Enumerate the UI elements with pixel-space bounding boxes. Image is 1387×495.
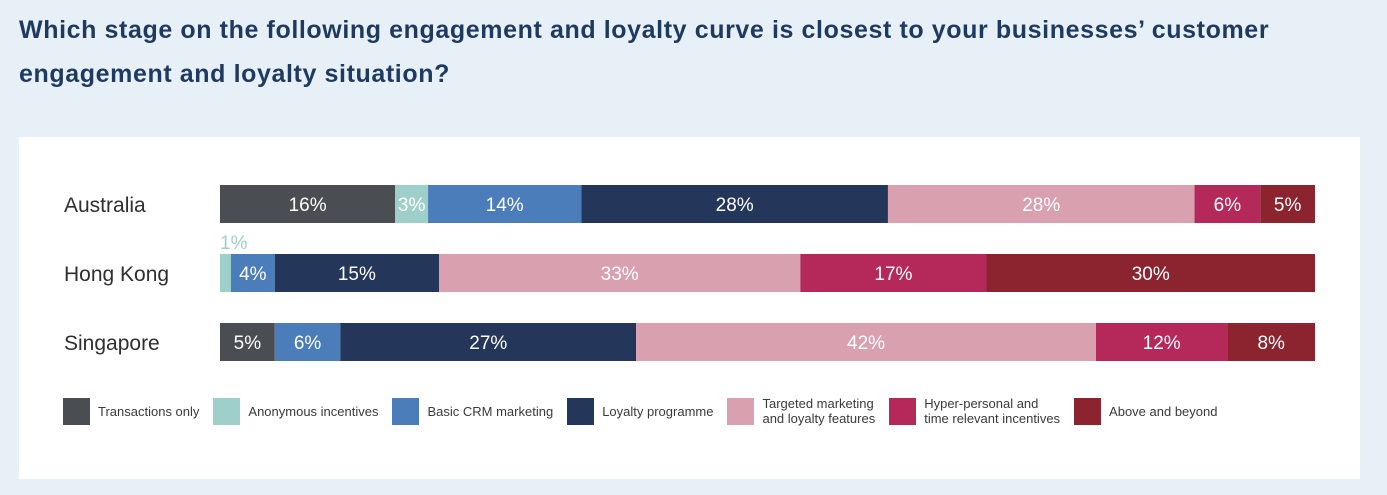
legend-label: Loyalty programme	[602, 403, 714, 419]
data-label: 6%	[294, 333, 322, 354]
bar-segment-hyper	[1096, 323, 1228, 361]
category-label: Australia	[64, 194, 146, 217]
data-label: 15%	[338, 264, 376, 285]
data-label: 5%	[1274, 195, 1302, 216]
data-label: 6%	[1214, 195, 1242, 216]
legend-swatch	[392, 397, 420, 425]
legend-item-transactions: Transactions only	[63, 397, 200, 425]
bar-segment-targeted	[887, 185, 1195, 223]
data-label: 5%	[234, 333, 262, 354]
bar-segment-above	[986, 254, 1315, 292]
data-label: 28%	[1022, 195, 1060, 216]
data-label: 33%	[601, 264, 639, 285]
bar-segment-anonymous	[395, 185, 429, 223]
bar-segment-hyper	[1194, 185, 1261, 223]
data-label: 12%	[1143, 333, 1181, 354]
legend-label: Anonymous incentives	[248, 403, 379, 419]
bar-segment-basic_crm	[274, 323, 341, 361]
bar-segment-transactions	[220, 323, 275, 361]
bar-segment-anonymous	[220, 254, 231, 292]
data-label: 3%	[398, 195, 426, 216]
data-label: 17%	[874, 264, 912, 285]
bar-segment-loyalty	[581, 185, 888, 223]
legend-label: Hyper-personal and time relevant incenti…	[924, 396, 1061, 426]
legend-item-loyalty: Loyalty programme	[567, 397, 714, 425]
legend-item-anonymous: Anonymous incentives	[213, 397, 379, 425]
data-label: 42%	[847, 333, 885, 354]
data-label: 30%	[1132, 264, 1170, 285]
legend-item-hyper: Hyper-personal and time relevant incenti…	[889, 396, 1060, 426]
data-label: 4%	[239, 264, 267, 285]
data-label: 8%	[1257, 333, 1285, 354]
legend-swatch	[1074, 397, 1102, 425]
bar-segment-above	[1260, 185, 1315, 223]
legend-swatch	[889, 397, 917, 425]
legend-label: Targeted marketing and loyalty features	[762, 396, 876, 426]
legend-swatch	[727, 397, 755, 425]
chart-question-heading: Which stage on the following engagement …	[19, 16, 1270, 88]
category-label: Hong Kong	[64, 263, 169, 286]
bar-segment-loyalty	[274, 254, 439, 292]
legend-label: Transactions only	[98, 403, 200, 419]
bar-segment-hyper	[800, 254, 987, 292]
data-label: 14%	[486, 195, 524, 216]
bar-segment-targeted	[439, 254, 801, 292]
data-label: 28%	[716, 195, 754, 216]
legend-swatch	[63, 397, 90, 425]
chart-panel: Australia 16% 3% 14% 28% 28% 6% 5% Hong Kong 1% 4%…	[19, 137, 1360, 479]
legend-swatch	[213, 397, 241, 425]
category-label: Singapore	[64, 332, 160, 355]
data-label: 1%	[220, 233, 248, 254]
legend-item-above: Above and beyond	[1074, 397, 1218, 425]
bar-segment-basic_crm	[428, 185, 582, 223]
bar-segment-loyalty	[340, 323, 637, 361]
stacked-bar-chart: Australia 16% 3% 14% 28% 28% 6% 5% Hong Kong 1% 4%…	[64, 185, 1315, 361]
bar-segment-targeted	[636, 323, 1096, 361]
bar-segment-transactions	[220, 185, 396, 223]
legend-label: Basic CRM marketing	[427, 403, 554, 419]
legend-label: Above and beyond	[1109, 403, 1218, 419]
data-label: 27%	[469, 333, 507, 354]
legend-item-basic_crm: Basic CRM marketing	[392, 397, 554, 425]
chart-legend: Transactions only Anonymous incentives Bas…	[63, 393, 1353, 429]
bar-segment-basic_crm	[230, 254, 275, 292]
data-label: 16%	[289, 195, 327, 216]
legend-swatch	[567, 397, 595, 425]
legend-item-targeted: Targeted marketing and loyalty features	[727, 396, 875, 426]
bar-segment-above	[1227, 323, 1315, 361]
